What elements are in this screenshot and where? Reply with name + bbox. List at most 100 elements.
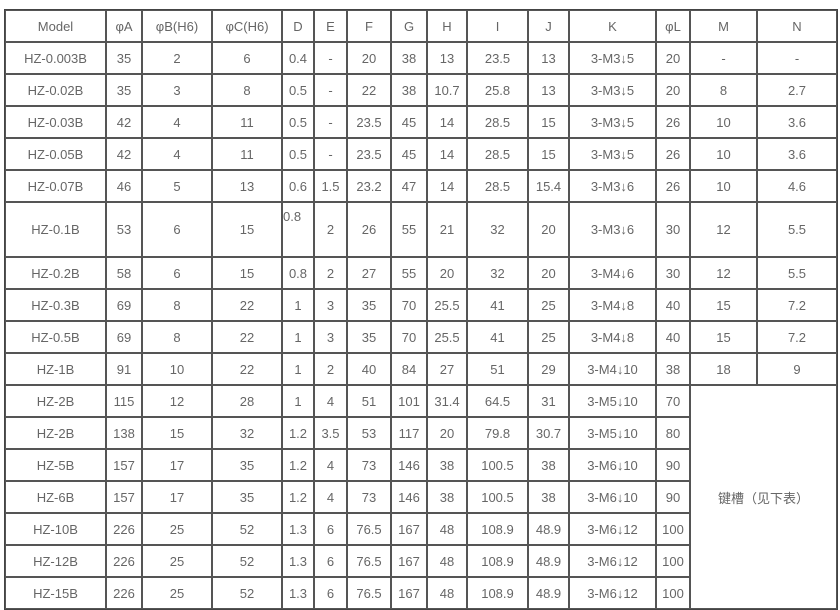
model-cell: HZ-15B [5, 577, 106, 609]
model-cell: HZ-0.07B [5, 170, 106, 202]
table-cell: 23.2 [347, 170, 391, 202]
table-cell: 0.8 [282, 257, 314, 289]
table-cell: 26 [656, 170, 690, 202]
table-cell: 91 [106, 353, 142, 385]
table-cell: 53 [347, 417, 391, 449]
table-cell: 38 [427, 481, 467, 513]
table-cell: 6 [314, 545, 347, 577]
table-cell: 20 [656, 74, 690, 106]
table-cell: 3-M3↓5 [569, 138, 656, 170]
table-cell: 7.2 [757, 321, 837, 353]
table-cell: 84 [391, 353, 427, 385]
table-cell: 1 [282, 385, 314, 417]
table-cell: 25.8 [467, 74, 528, 106]
table-cell: 28.5 [467, 138, 528, 170]
table-cell: 45 [391, 106, 427, 138]
table-cell: 25.5 [427, 289, 467, 321]
table-cell: 3-M4↓8 [569, 321, 656, 353]
table-cell: 1.3 [282, 577, 314, 609]
table-cell: 101 [391, 385, 427, 417]
table-cell: - [690, 42, 757, 74]
table-cell: 226 [106, 513, 142, 545]
table-cell: 3-M6↓10 [569, 481, 656, 513]
table-cell: 14 [427, 170, 467, 202]
table-cell: 42 [106, 106, 142, 138]
table-cell: 4 [314, 385, 347, 417]
column-header: N [757, 10, 837, 42]
table-cell: 10 [142, 353, 212, 385]
table-cell: 3 [314, 321, 347, 353]
table-row: HZ-2B 138 15 32 1.2 3.5 53 117 20 79.8 30.7 3-M5↓10… [5, 417, 837, 449]
table-cell: 3-M6↓12 [569, 513, 656, 545]
table-cell: 35 [212, 449, 282, 481]
table-cell: 22 [212, 289, 282, 321]
table-row: HZ-0.03B 42 4 11 0.5-23.5 45 14 28.5 15 3-M3↓5 26 1… [5, 106, 837, 138]
table-cell: 4 [314, 481, 347, 513]
table-cell: 26 [656, 138, 690, 170]
table-cell: 27 [427, 353, 467, 385]
table-cell: 8 [142, 321, 212, 353]
table-cell: 32 [212, 417, 282, 449]
table-cell: 35 [106, 74, 142, 106]
table-cell: 52 [212, 545, 282, 577]
table-cell: 0.5 [282, 74, 314, 106]
table-row: HZ-0.05B 42 4 11 0.5-23.5 45 14 28.5 15 3-M3↓5 26 1… [5, 138, 837, 170]
table-cell: 12 [690, 257, 757, 289]
table-row: HZ-0.2B 58 6 15 0.8 2 27 55 20 32 20 3-M4↓6 30 12 5.5 [5, 257, 837, 289]
table-cell: 0.8 [282, 202, 314, 257]
table-cell: 70 [391, 289, 427, 321]
table-cell: 35 [106, 42, 142, 74]
table-cell: 2.7 [757, 74, 837, 106]
table-cell: 70 [656, 385, 690, 417]
table-cell: 28.5 [467, 170, 528, 202]
table-cell: 51 [347, 385, 391, 417]
table-row: HZ-12B 226 25 52 1.3 6 76.5 167 48 108.9 48.9 3-M6↓… [5, 545, 837, 577]
table-cell: 167 [391, 513, 427, 545]
table-cell: 1.5 [314, 170, 347, 202]
table-cell: 1.2 [282, 449, 314, 481]
table-cell: 8 [142, 289, 212, 321]
table-cell: 15 [690, 289, 757, 321]
table-cell: 64.5 [467, 385, 528, 417]
table-cell: 30 [656, 202, 690, 257]
table-cell: 4 [142, 106, 212, 138]
table-cell: 2 [314, 257, 347, 289]
model-cell: HZ-5B [5, 449, 106, 481]
table-cell: 38 [427, 449, 467, 481]
model-cell: HZ-0.05B [5, 138, 106, 170]
table-cell: 20 [427, 257, 467, 289]
table-cell: 46 [106, 170, 142, 202]
table-cell: 53 [106, 202, 142, 257]
table-cell: 7.2 [757, 289, 837, 321]
table-cell: 20 [656, 42, 690, 74]
table-cell: 48.9 [528, 545, 569, 577]
table-cell: 80 [656, 417, 690, 449]
table-cell: 4 [142, 138, 212, 170]
table-cell: 20 [528, 202, 569, 257]
table-cell: 3-M5↓10 [569, 385, 656, 417]
table-cell: 3.6 [757, 106, 837, 138]
table-cell: 52 [212, 577, 282, 609]
table-cell: 28 [212, 385, 282, 417]
table-cell: 20 [427, 417, 467, 449]
table-cell: 157 [106, 449, 142, 481]
table-cell: 0.5 [282, 138, 314, 170]
table-row: HZ-1B 91 10 22 1 2 40 84 27 51 29 3-M4↓10 38 18 9 [5, 353, 837, 385]
column-header: φB(H6) [142, 10, 212, 42]
table-cell: 12 [142, 385, 212, 417]
keyway-note-cell: 键槽（见下表） [690, 385, 837, 609]
table-cell: 20 [528, 257, 569, 289]
table-row: HZ-5B 157 17 35 1.2 4 73 146 38 100.5 38 3-M6↓10 90 [5, 449, 837, 481]
table-cell: 25 [142, 577, 212, 609]
table-cell: 28.5 [467, 106, 528, 138]
table-cell: 12 [690, 202, 757, 257]
table-cell: 45 [391, 138, 427, 170]
table-cell: 23.5 [347, 106, 391, 138]
table-cell: 48.9 [528, 577, 569, 609]
table-cell: 3.5 [314, 417, 347, 449]
table-cell: 108.9 [467, 577, 528, 609]
table-cell: 26 [656, 106, 690, 138]
table-cell: 157 [106, 481, 142, 513]
table-cell: 6 [314, 577, 347, 609]
